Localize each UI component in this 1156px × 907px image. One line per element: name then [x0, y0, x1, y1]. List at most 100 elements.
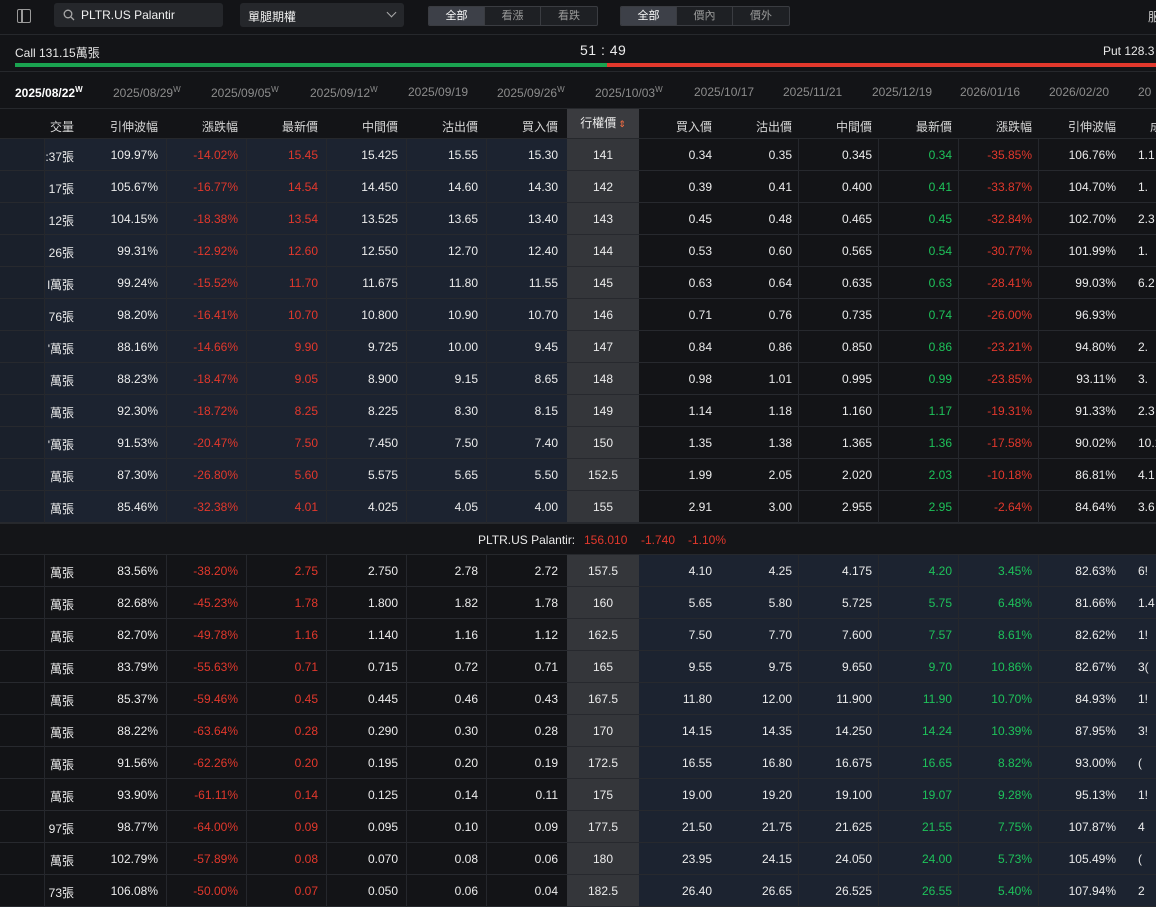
strike-cell[interactable]: 157.5: [567, 555, 639, 587]
strike-cell[interactable]: 145: [567, 267, 639, 299]
trend-filter-all[interactable]: 全部: [429, 7, 485, 25]
strike-cell[interactable]: 172.5: [567, 747, 639, 779]
option-row[interactable]: 萬張 85.46% -32.38% 4.01 4.025 4.05 4.00 155 2.91 3…: [0, 491, 1156, 523]
expiry-tab[interactable]: 2025/12/19: [872, 85, 932, 99]
put-column-header[interactable]: 中間價: [835, 120, 872, 134]
moneyness-filter-itm[interactable]: 價內: [677, 7, 733, 25]
option-row[interactable]: :37張 109.97% -14.02% 15.45 15.425 15.55 15.30 1…: [0, 139, 1156, 171]
column-divider: [406, 267, 407, 299]
strike-cell[interactable]: 167.5: [567, 683, 639, 715]
underlying-price-row: PLTR.US Palantir: 156.010 -1.740 -1.10%: [0, 523, 1156, 555]
sidebar-toggle-icon[interactable]: [17, 9, 31, 23]
strike-cell[interactable]: 147: [567, 331, 639, 363]
option-row[interactable]: 12張 104.15% -18.38% 13.54 13.525 13.65 13.40 14…: [0, 203, 1156, 235]
put-cell-pchg: 10.39%: [991, 724, 1032, 738]
put-column-header[interactable]: 成: [1150, 118, 1156, 135]
expiry-tab[interactable]: 2025/10/03W: [595, 85, 663, 100]
expiry-tab[interactable]: 2025/09/19: [408, 85, 468, 99]
put-column-header[interactable]: 漲跌幅: [995, 120, 1032, 134]
expiry-tab[interactable]: 2025/09/26W: [497, 85, 565, 100]
strike-cell[interactable]: 165: [567, 651, 639, 683]
strike-cell[interactable]: 152.5: [567, 459, 639, 491]
option-row[interactable]: 萬張 87.30% -26.80% 5.60 5.575 5.65 5.50 152.5 1.9…: [0, 459, 1156, 491]
column-divider: [486, 427, 487, 459]
strike-cell[interactable]: 142: [567, 171, 639, 203]
call-column-header[interactable]: 最新價: [281, 120, 318, 134]
strike-cell[interactable]: 146: [567, 299, 639, 331]
strike-cell[interactable]: 180: [567, 843, 639, 875]
row-divider: [0, 394, 1156, 395]
option-row[interactable]: 萬張 85.37% -59.46% 0.45 0.445 0.46 0.43 167.5 11.…: [0, 683, 1156, 715]
expiry-tab[interactable]: 2026/02/20: [1049, 85, 1109, 99]
expiry-tab[interactable]: 2025/08/22W: [15, 85, 83, 100]
put-column-header[interactable]: 引伸波幅: [1067, 120, 1116, 134]
expiry-tab[interactable]: 20: [1138, 85, 1151, 99]
volume-cell-bg: [0, 395, 44, 427]
call-column-header[interactable]: 中間價: [361, 120, 398, 134]
option-row[interactable]: l萬張 99.24% -15.52% 11.70 11.675 11.80 11.55 145…: [0, 267, 1156, 299]
option-row[interactable]: 萬張 83.56% -38.20% 2.75 2.750 2.78 2.72 157.5 4.1…: [0, 555, 1156, 587]
expiry-tab[interactable]: 2026/01/16: [960, 85, 1020, 99]
option-row[interactable]: 萬張 83.79% -55.63% 0.71 0.715 0.72 0.71 165 9.55 9…: [0, 651, 1156, 683]
column-divider: [326, 555, 327, 587]
trend-filter-put[interactable]: 看跌: [558, 10, 580, 22]
call-column-header[interactable]: 交量: [49, 120, 74, 134]
put-column-header[interactable]: 買入價: [675, 120, 712, 134]
put-cell-pbid: 26.40: [681, 884, 712, 898]
strike-cell[interactable]: 162.5: [567, 619, 639, 651]
option-row[interactable]: 萬張 82.70% -49.78% 1.16 1.140 1.16 1.12 162.5 7.5…: [0, 619, 1156, 651]
expiry-tab[interactable]: 2025/08/29W: [113, 85, 181, 100]
expiry-date-tabs: 2025/08/22W 2025/08/29W 2025/09/05W 2025/09…: [0, 71, 1156, 108]
option-row[interactable]: 26張 99.31% -12.92% 12.60 12.550 12.70 12.40 144…: [0, 235, 1156, 267]
expiry-tab[interactable]: 2025/09/05W: [211, 85, 279, 100]
expiry-tab[interactable]: 2025/09/12W: [310, 85, 378, 100]
strike-cell[interactable]: 155: [567, 491, 639, 523]
column-divider: [406, 843, 407, 875]
option-row[interactable]: 萬張 88.22% -63.64% 0.28 0.290 0.30 0.28 170 14.15…: [0, 715, 1156, 747]
call-cell-cchg: -50.00%: [193, 884, 238, 898]
put-column-header[interactable]: 沽出價: [755, 120, 792, 134]
strike-cell[interactable]: 175: [567, 779, 639, 811]
option-row[interactable]: 萬張 91.56% -62.26% 0.20 0.195 0.20 0.19 172.5 16.…: [0, 747, 1156, 779]
moneyness-filter-otm[interactable]: 價外: [750, 10, 772, 22]
moneyness-filter-all[interactable]: 全部: [621, 7, 677, 25]
put-column-header[interactable]: 最新價: [915, 120, 952, 134]
call-cell-cvol: '萬張: [47, 342, 74, 356]
option-row[interactable]: 17張 105.67% -16.77% 14.54 14.450 14.60 14.30 14…: [0, 171, 1156, 203]
strike-cell[interactable]: 141: [567, 139, 639, 171]
put-cell-plast: 1.36: [928, 436, 952, 450]
expiry-tab[interactable]: 2025/10/17: [694, 85, 754, 99]
strike-cell[interactable]: 170: [567, 715, 639, 747]
column-divider: [246, 299, 247, 331]
strike-cell[interactable]: 177.5: [567, 811, 639, 843]
trend-filter-call[interactable]: 看漲: [485, 7, 541, 25]
expiry-tab[interactable]: 2025/11/21: [783, 85, 842, 99]
strike-cell[interactable]: 144: [567, 235, 639, 267]
strike-cell[interactable]: 148: [567, 363, 639, 395]
option-row[interactable]: '萬張 91.53% -20.47% 7.50 7.450 7.50 7.40 150 1.35…: [0, 427, 1156, 459]
strike-cell[interactable]: 143: [567, 203, 639, 235]
option-row[interactable]: 73張 106.08% -50.00% 0.07 0.050 0.06 0.04 182.5 2…: [0, 875, 1156, 907]
underlying-change-pct: -1.10%: [688, 533, 727, 547]
call-column-header[interactable]: 沽出價: [441, 120, 478, 134]
strike-column-header[interactable]: 行權價 ⇕: [567, 109, 639, 138]
option-row[interactable]: 萬張 88.23% -18.47% 9.05 8.900 9.15 8.65 148 0.98 1…: [0, 363, 1156, 395]
call-column-header[interactable]: 買入價: [521, 120, 558, 134]
strike-cell[interactable]: 150: [567, 427, 639, 459]
strike-cell[interactable]: 149: [567, 395, 639, 427]
call-column-header[interactable]: 引伸波幅: [109, 120, 158, 134]
option-row[interactable]: '萬張 88.16% -14.66% 9.90 9.725 10.00 9.45 147 0.8…: [0, 331, 1156, 363]
option-row[interactable]: 萬張 92.30% -18.72% 8.25 8.225 8.30 8.15 149 1.14 1…: [0, 395, 1156, 427]
strike-cell[interactable]: 160: [567, 587, 639, 619]
option-row[interactable]: 97張 98.77% -64.00% 0.09 0.095 0.10 0.09 177.5 21…: [0, 811, 1156, 843]
option-row[interactable]: 萬張 82.68% -45.23% 1.78 1.800 1.82 1.78 160 5.65 5…: [0, 587, 1156, 619]
strike-cell[interactable]: 182.5: [567, 875, 639, 907]
option-row[interactable]: 萬張 93.90% -61.11% 0.14 0.125 0.14 0.11 175 19.00…: [0, 779, 1156, 811]
option-type-select[interactable]: 單腿期權: [240, 3, 404, 27]
put-cell-pask: 4.25: [768, 564, 792, 578]
call-column-header[interactable]: 漲跌幅: [201, 120, 238, 134]
search-input[interactable]: PLTR.US Palantir: [54, 3, 223, 27]
option-row[interactable]: 萬張 102.79% -57.89% 0.08 0.070 0.08 0.06 180 23.9…: [0, 843, 1156, 875]
toolbar-corner-label[interactable]: 服: [1147, 10, 1156, 24]
option-row[interactable]: 76張 98.20% -16.41% 10.70 10.800 10.90 10.70 146…: [0, 299, 1156, 331]
